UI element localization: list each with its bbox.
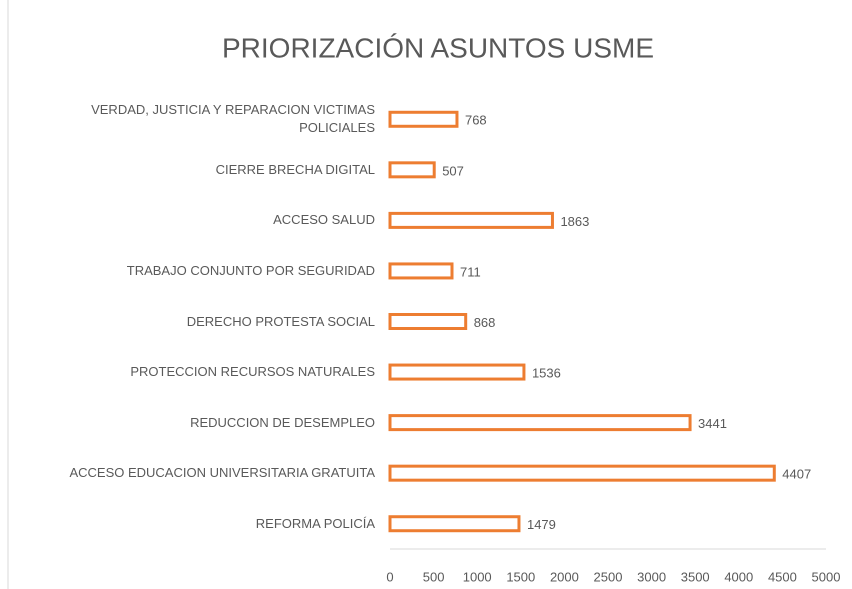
x-tick-label: 4500 <box>768 569 797 584</box>
bar <box>388 313 468 330</box>
bar <box>388 363 526 381</box>
data-label: 1863 <box>560 214 589 229</box>
y-tick-label: ACCESO EDUCACION UNIVERSITARIA GRATUITA <box>69 465 375 481</box>
data-label: 3441 <box>698 416 727 431</box>
data-label: 711 <box>460 264 481 279</box>
bar <box>388 110 459 128</box>
x-tick-label: 4000 <box>724 569 753 584</box>
data-label: 507 <box>442 163 464 178</box>
y-tick-label: DERECHO PROTESTA SOCIAL <box>186 313 375 329</box>
x-tick-label: 1500 <box>506 569 535 584</box>
bar <box>388 464 776 482</box>
y-tick-label: CIERRE BRECHA DIGITAL <box>215 161 375 177</box>
data-label: 868 <box>474 315 496 330</box>
bar <box>388 262 454 280</box>
bar <box>388 414 692 432</box>
bar <box>388 211 554 229</box>
y-tick-label: ACCESO SALUD <box>273 212 375 228</box>
y-tick-label: REFORMA POLICÍA <box>255 515 375 531</box>
x-tick-label: 3500 <box>681 569 710 584</box>
x-tick-label: 1000 <box>463 569 492 584</box>
x-tick-label: 2000 <box>550 569 579 584</box>
x-tick-label: 0 <box>386 569 393 584</box>
y-tick-label: VERDAD, JUSTICIA Y REPARACION VICTIMAS P… <box>91 102 375 136</box>
bar <box>388 515 521 533</box>
x-tick-label: 2500 <box>594 569 623 584</box>
bar <box>388 161 436 179</box>
x-tick-label: 3000 <box>637 569 666 584</box>
data-label: 4407 <box>782 467 811 482</box>
x-tick-label: 500 <box>423 569 445 584</box>
data-label: 1536 <box>532 365 561 380</box>
x-tick-label: 5000 <box>812 569 841 584</box>
data-label: 768 <box>465 113 487 128</box>
y-tick-label: PROTECCION RECURSOS NATURALES <box>130 364 375 380</box>
chart-title: PRIORIZACIÓN ASUNTOS USME <box>222 32 654 63</box>
y-tick-label: TRABAJO CONJUNTO POR SEGURIDAD <box>126 262 375 278</box>
data-label: 1479 <box>527 517 556 532</box>
y-tick-label: REDUCCION DE DESEMPLEO <box>190 414 375 430</box>
